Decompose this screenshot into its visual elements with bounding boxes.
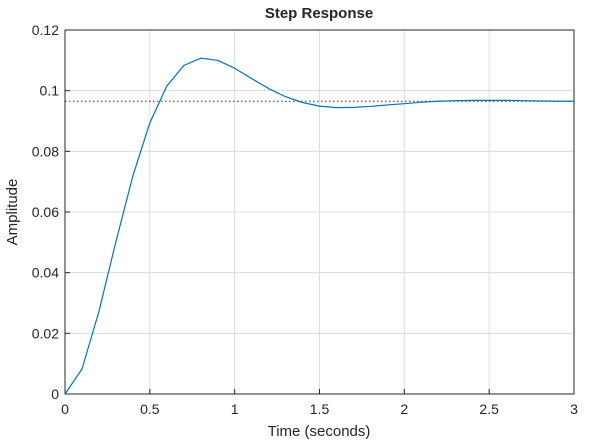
x-axis-label: Time (seconds) bbox=[268, 423, 371, 440]
y-tick-label: 0.08 bbox=[32, 143, 59, 159]
y-tick-label: 0.02 bbox=[32, 325, 59, 341]
y-axis-label: Amplitude bbox=[4, 179, 21, 246]
x-tick-label: 3 bbox=[570, 401, 578, 417]
y-tick-label: 0 bbox=[51, 386, 59, 402]
x-tick-label: 2 bbox=[400, 401, 408, 417]
x-tick-label: 2.5 bbox=[479, 401, 499, 417]
x-tick-label: 0.5 bbox=[140, 401, 160, 417]
x-tick-label: 1 bbox=[231, 401, 239, 417]
axes-box bbox=[64, 29, 575, 395]
y-tick-label: 0.1 bbox=[40, 83, 60, 99]
y-tick-label: 0.12 bbox=[32, 22, 59, 38]
x-tick-label: 0 bbox=[61, 401, 69, 417]
y-tick-label: 0.06 bbox=[32, 204, 59, 220]
x-tick-label: 1.5 bbox=[310, 401, 330, 417]
y-tick-label: 0.04 bbox=[32, 265, 59, 281]
chart-title: Step Response bbox=[265, 5, 373, 22]
response-line bbox=[64, 57, 574, 395]
